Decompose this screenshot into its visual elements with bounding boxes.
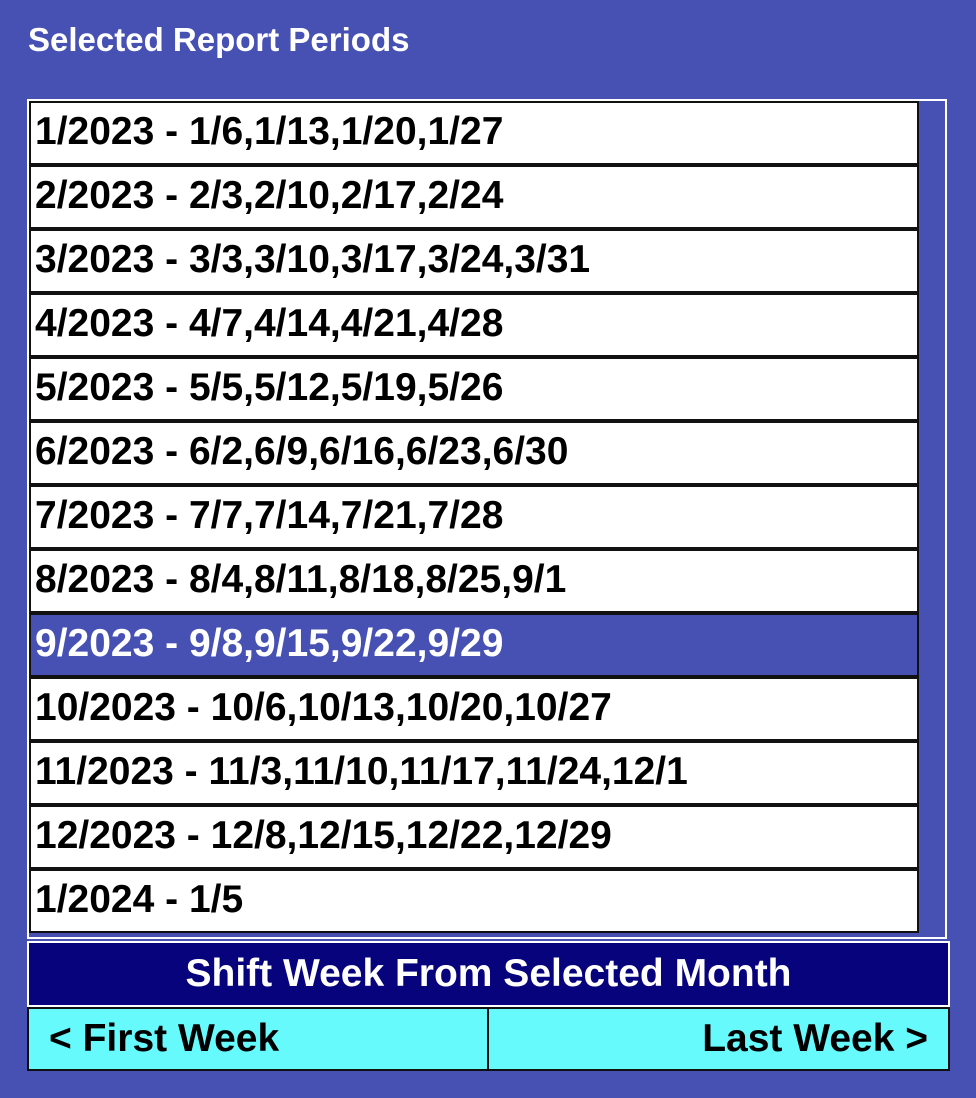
period-item[interactable]: 5/2023 - 5/5,5/12,5/19,5/26 — [29, 357, 919, 421]
period-item[interactable]: 1/2024 - 1/5 — [29, 869, 919, 933]
shift-week-label: Shift Week From Selected Month — [27, 941, 950, 1007]
first-week-button[interactable]: < First Week — [27, 1007, 489, 1071]
last-week-button[interactable]: Last Week > — [489, 1007, 950, 1071]
period-item[interactable]: 8/2023 - 8/4,8/11,8/18,8/25,9/1 — [29, 549, 919, 613]
panel-title: Selected Report Periods — [28, 21, 410, 58]
period-item[interactable]: 4/2023 - 4/7,4/14,4/21,4/28 — [29, 293, 919, 357]
period-item[interactable]: 7/2023 - 7/7,7/14,7/21,7/28 — [29, 485, 919, 549]
periods-listbox[interactable]: 1/2023 - 1/6,1/13,1/20,1/27 2/2023 - 2/3… — [27, 99, 947, 939]
period-item[interactable]: 2/2023 - 2/3,2/10,2/17,2/24 — [29, 165, 919, 229]
period-item[interactable]: 6/2023 - 6/2,6/9,6/16,6/23,6/30 — [29, 421, 919, 485]
shift-week-buttons: < First Week Last Week > — [27, 1007, 950, 1071]
period-item[interactable]: 10/2023 - 10/6,10/13,10/20,10/27 — [29, 677, 919, 741]
period-item[interactable]: 9/2023 - 9/8,9/15,9/22,9/29 — [29, 613, 919, 677]
periods-list: 1/2023 - 1/6,1/13,1/20,1/27 2/2023 - 2/3… — [29, 101, 919, 933]
period-item[interactable]: 1/2023 - 1/6,1/13,1/20,1/27 — [29, 101, 919, 165]
period-item[interactable]: 3/2023 - 3/3,3/10,3/17,3/24,3/31 — [29, 229, 919, 293]
period-item[interactable]: 11/2023 - 11/3,11/10,11/17,11/24,12/1 — [29, 741, 919, 805]
period-item[interactable]: 12/2023 - 12/8,12/15,12/22,12/29 — [29, 805, 919, 869]
